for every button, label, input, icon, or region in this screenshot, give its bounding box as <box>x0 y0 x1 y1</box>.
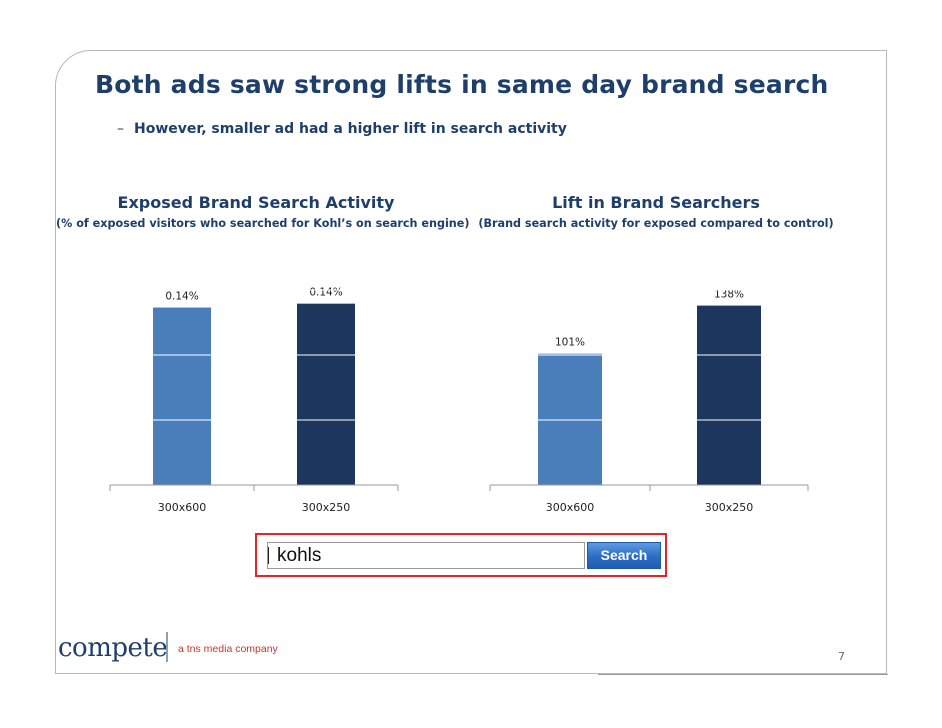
page-number: 7 <box>838 650 845 663</box>
subtitle-dash: – <box>117 121 124 137</box>
chart-1-title: Exposed Brand Search Activity <box>117 193 395 212</box>
chart-2-bar-1 <box>538 353 602 485</box>
slide-subtitle: – However, smaller ad had a higher lift i… <box>117 121 567 137</box>
chart-1-data-label-2: 0.14% <box>309 287 342 299</box>
logo-tagline: a tns media company <box>178 643 278 655</box>
subtitle-text: However, smaller ad had a higher lift in… <box>134 121 567 137</box>
chart-1-bar-1 <box>153 307 211 485</box>
chart-2-data-label-1: 101% <box>555 337 585 349</box>
chart-1-data-label-1: 0.14% <box>165 291 198 303</box>
chart-2-category-label-2: 300x250 <box>705 501 754 514</box>
chart-2-title: Lift in Brand Searchers <box>552 193 760 212</box>
chart-1-bar-2 <box>297 303 355 485</box>
chart-2-category-label-1: 300x600 <box>546 501 595 514</box>
logo-divider <box>166 632 168 662</box>
chart-2-bar-2 <box>697 305 761 485</box>
chart-2-data-label-2: 138% <box>714 289 744 301</box>
compete-logo: compete <box>58 633 168 663</box>
chart-1-category-label-2: 300x250 <box>302 501 351 514</box>
chart-1-category-label-1: 300x600 <box>158 501 207 514</box>
chart-1-subtitle: (% of exposed visitors who searched for … <box>56 217 470 230</box>
search-input[interactable]: kohls <box>267 542 585 569</box>
slide-title: Both ads saw strong lifts in same day br… <box>95 70 829 99</box>
search-highlight-box: kohls Search <box>255 533 667 577</box>
footer-divider <box>598 674 888 675</box>
search-button[interactable]: Search <box>587 542 661 569</box>
chart-2-subtitle: (Brand search activity for exposed compa… <box>478 217 834 230</box>
